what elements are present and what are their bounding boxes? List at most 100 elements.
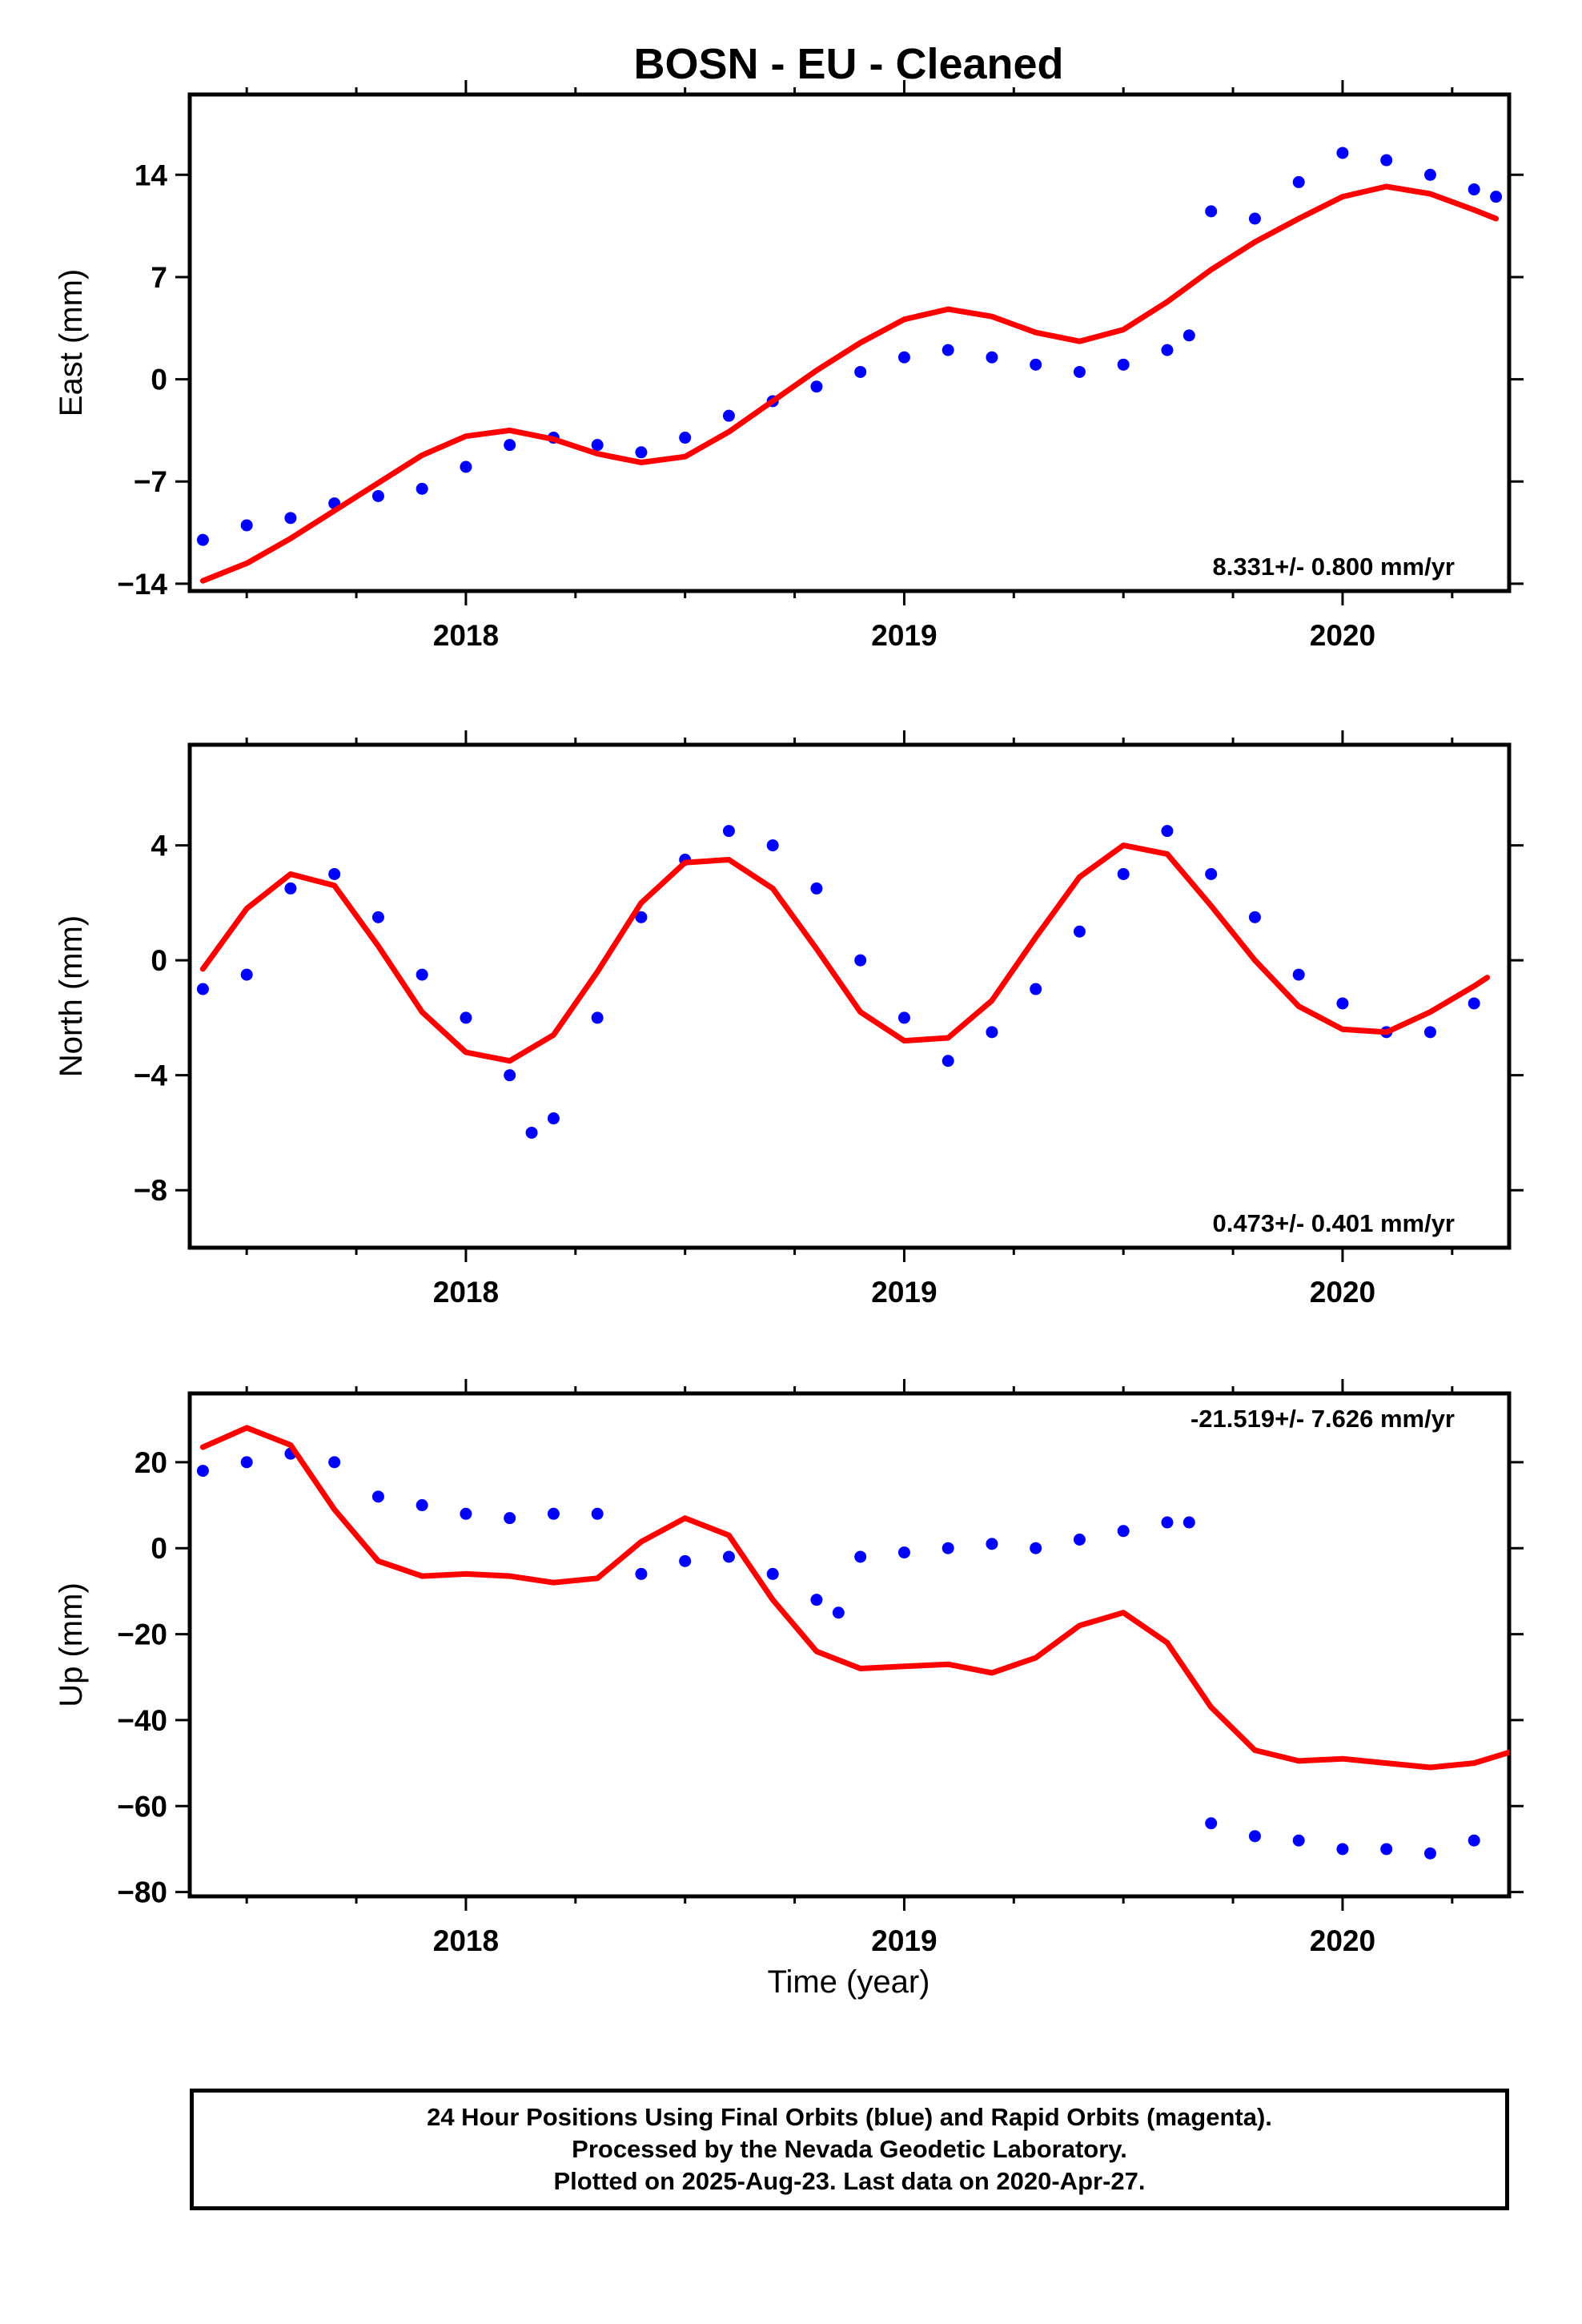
- east-plot-frame: [187, 92, 1512, 593]
- up-data-point: [328, 1456, 341, 1469]
- east-model-fit-line: [199, 183, 1500, 584]
- up-data-point: [1248, 1830, 1261, 1843]
- east-data-point: [1073, 365, 1086, 378]
- north-data-point: [504, 1069, 516, 1082]
- east-rate-label: 8.331+/- 0.800 mm/yr: [1213, 553, 1455, 581]
- north-data-point: [854, 954, 867, 967]
- east-data-point: [1161, 344, 1174, 356]
- north-data-point: [986, 1026, 998, 1039]
- north-data-point: [284, 882, 297, 895]
- north-data-point: [1423, 1026, 1436, 1039]
- up-rate-label: -21.519+/- 7.626 mm/yr: [1191, 1405, 1455, 1433]
- north-data-point: [196, 983, 209, 995]
- east-x-tick-label: 2018: [433, 619, 499, 652]
- caption-line-1: 24 Hour Positions Using Final Orbits (bl…: [427, 2103, 1272, 2131]
- x-axis-label: Time (year): [768, 1964, 930, 2000]
- east-data-layer: [196, 147, 1503, 584]
- north-data-point: [460, 1011, 472, 1024]
- up-y-tick-label: −60: [117, 1790, 167, 1823]
- north-data-point: [766, 839, 779, 852]
- north-data-point: [810, 882, 823, 895]
- east-data-point: [1182, 329, 1195, 342]
- east-data-point: [196, 533, 209, 546]
- up-data-point: [547, 1507, 560, 1520]
- north-data-point: [897, 1011, 910, 1024]
- north-y-axis-label: North (mm): [54, 915, 89, 1077]
- east-data-point: [284, 512, 297, 525]
- up-data-point: [1182, 1516, 1195, 1529]
- up-data-point: [766, 1567, 779, 1580]
- up-data-point: [635, 1567, 648, 1580]
- up-data-point: [1030, 1542, 1042, 1554]
- north-data-layer: [196, 825, 1491, 1139]
- east-data-point: [679, 432, 692, 444]
- north-data-point: [328, 867, 341, 880]
- up-y-tick-label: −40: [117, 1704, 167, 1737]
- east-data-point: [810, 380, 823, 393]
- up-model-fit-line: [199, 1425, 1509, 1771]
- up-data-point: [591, 1507, 604, 1520]
- east-y-tick-label: 0: [151, 364, 167, 396]
- east-data-point: [1336, 147, 1349, 159]
- north-data-point: [635, 911, 648, 923]
- north-data-point: [371, 911, 384, 923]
- up-data-point: [1292, 1834, 1305, 1847]
- north-data-point: [1336, 997, 1349, 1010]
- north-data-point: [942, 1055, 954, 1068]
- east-y-tick-label: −14: [117, 568, 167, 601]
- north-data-point: [1248, 911, 1261, 923]
- north-rate-label: 0.473+/- 0.401 mm/yr: [1213, 1209, 1455, 1237]
- up-x-tick-label: 2020: [1310, 1924, 1375, 1957]
- up-x-tick-label: 2019: [871, 1924, 937, 1957]
- east-panel: 2018 2019 2020 −14 −7 0 7 14 East (mm) 8.331+/- 0…: [54, 80, 1524, 652]
- east-data-point: [1380, 154, 1393, 167]
- up-data-point: [196, 1465, 209, 1478]
- east-data-point: [416, 482, 428, 495]
- east-x-tick-label: 2019: [871, 619, 937, 652]
- north-y-tick-label: −4: [134, 1059, 168, 1092]
- caption-line-3: Plotted on 2025-Aug-23. Last data on 202…: [553, 2167, 1146, 2195]
- up-data-point: [1205, 1817, 1218, 1830]
- east-y-tick-label: 7: [151, 261, 167, 294]
- up-data-point: [897, 1546, 910, 1559]
- east-data-point: [1468, 183, 1480, 196]
- east-data-point: [240, 519, 253, 532]
- east-data-point: [371, 489, 384, 502]
- north-data-point: [416, 968, 428, 981]
- up-data-point: [1423, 1847, 1436, 1860]
- north-panel: 2018 2019 2020 −8 −4 0 4 North (mm) 0.473+/- 0.4…: [54, 730, 1524, 1309]
- up-plot-frame: [187, 1391, 1512, 1899]
- up-data-point: [942, 1542, 954, 1554]
- up-data-point: [679, 1554, 692, 1567]
- east-data-point: [504, 439, 516, 452]
- up-data-point: [1468, 1834, 1480, 1847]
- north-data-point: [1161, 825, 1174, 838]
- up-data-point: [722, 1550, 735, 1563]
- up-y-axis-label: Up (mm): [54, 1582, 89, 1707]
- up-data-point: [810, 1594, 823, 1606]
- up-y-tick-label: −20: [117, 1618, 167, 1651]
- east-data-point: [1117, 358, 1130, 371]
- north-data-point: [1030, 983, 1042, 995]
- up-data-point: [1073, 1533, 1086, 1546]
- north-x-tick-label: 2020: [1310, 1276, 1375, 1309]
- up-data-point: [1336, 1843, 1349, 1856]
- north-y-tick-label: −8: [134, 1174, 167, 1207]
- up-data-point: [1117, 1525, 1130, 1538]
- east-data-point: [1292, 175, 1305, 188]
- up-data-point: [371, 1490, 384, 1503]
- north-data-point: [1292, 968, 1305, 981]
- east-data-point: [1423, 168, 1436, 181]
- east-data-point: [591, 439, 604, 452]
- up-data-point: [460, 1507, 472, 1520]
- east-y-axis-label: East (mm): [54, 269, 89, 416]
- east-data-point: [897, 351, 910, 364]
- north-data-point: [1205, 867, 1218, 880]
- north-data-point: [722, 825, 735, 838]
- north-plot-frame: [187, 742, 1512, 1250]
- up-data-point: [504, 1512, 516, 1525]
- east-data-point: [722, 409, 735, 422]
- east-data-point: [1030, 358, 1042, 371]
- east-data-point: [1205, 205, 1218, 218]
